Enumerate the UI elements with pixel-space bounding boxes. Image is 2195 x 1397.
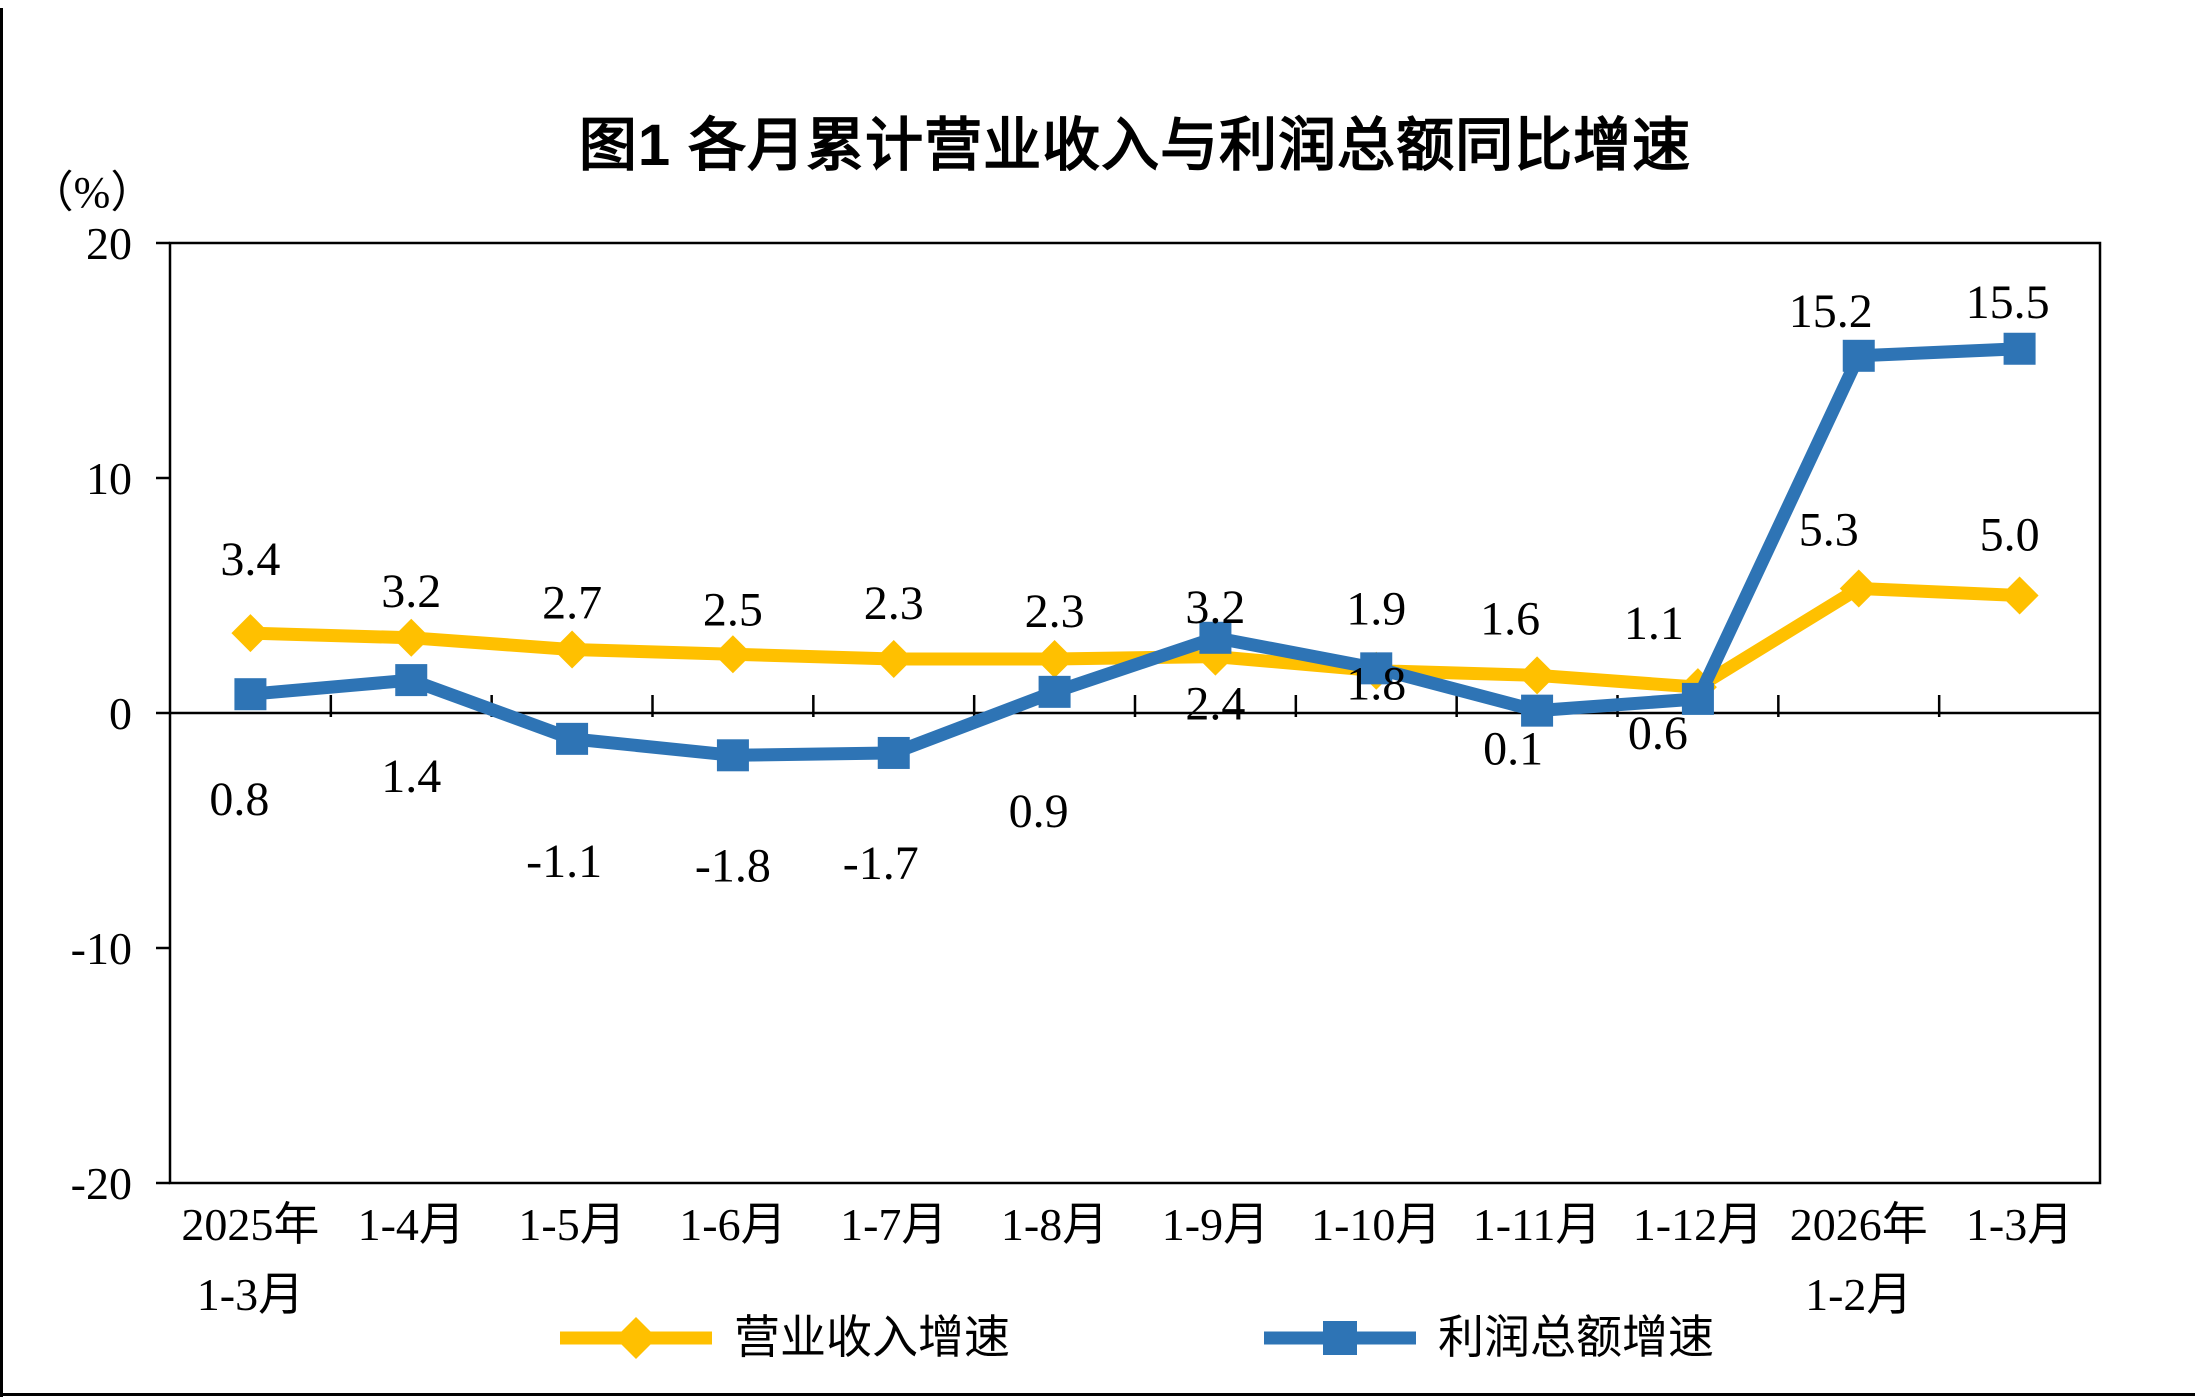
data-marker-square — [1038, 675, 1071, 708]
data-marker-square — [556, 722, 589, 755]
series-line-利润总额增速 — [243, 342, 2027, 762]
x-axis-category-label: 2025年 — [181, 1199, 319, 1250]
data-label: 3.2 — [1185, 581, 1245, 634]
data-marker-square — [1681, 682, 1714, 715]
data-label: 2.5 — [703, 583, 763, 636]
x-axis-category-label: 1-6月 — [679, 1199, 786, 1250]
x-axis-category-label: 1-3月 — [1966, 1199, 2073, 1250]
data-marker-square — [877, 736, 910, 769]
data-marker-square — [1521, 694, 1554, 727]
data-label: 2.4 — [1185, 678, 1245, 731]
page-border-bottom — [0, 1393, 2195, 1396]
legend-marker-profit-square-icon — [1264, 1321, 1416, 1355]
data-label: 0.6 — [1628, 707, 1688, 760]
data-label: -1.8 — [695, 839, 771, 892]
data-marker-diamond — [2000, 576, 2039, 615]
data-label: 1.6 — [1480, 592, 1540, 645]
y-axis-tick-label: -20 — [71, 1158, 132, 1209]
data-label: 1.1 — [1624, 597, 1684, 650]
y-axis-tick-label: 10 — [86, 453, 132, 504]
data-label: 1.9 — [1346, 582, 1406, 635]
x-axis-category-label: 1-9月 — [1162, 1199, 1269, 1250]
data-marker-square — [1199, 621, 1232, 654]
x-axis-category-label: 2026年 — [1790, 1199, 1928, 1250]
y-axis-tick-label: -10 — [71, 923, 132, 974]
data-marker-diamond — [1035, 639, 1074, 678]
data-marker-diamond — [713, 635, 752, 674]
legend-marker-revenue-diamond-icon — [560, 1317, 712, 1359]
data-marker-square — [716, 739, 749, 772]
data-marker-diamond — [392, 618, 431, 657]
data-marker-square — [234, 678, 267, 711]
data-label: 5.0 — [1980, 509, 2040, 562]
data-label: 0.1 — [1483, 723, 1543, 776]
legend-item-profit: 利润总额增速 — [1260, 1314, 1714, 1362]
data-label: -1.1 — [526, 835, 602, 888]
x-axis-category-label: 1-2月 — [1805, 1269, 1912, 1320]
chart-title: 图1 各月累计营业收入与利润总额同比增速 — [578, 113, 1692, 178]
data-marker-square — [395, 664, 428, 697]
x-axis-category-label: 1-3月 — [197, 1269, 304, 1320]
data-marker-diamond — [874, 639, 913, 678]
series-line-营业收入增速 — [243, 581, 2027, 694]
chart-legend: 营业收入增速 利润总额增速 — [170, 1306, 2100, 1370]
data-marker-diamond — [553, 630, 592, 669]
legend-label-profit: 利润总额增速 — [1438, 1312, 1714, 1363]
data-label: 2.3 — [1025, 585, 1085, 638]
data-label: 15.5 — [1966, 276, 2050, 329]
y-axis-tick-label: 0 — [109, 688, 132, 739]
x-axis-category-label: 1-5月 — [518, 1199, 625, 1250]
x-axis-category-label: 1-8月 — [1001, 1199, 1108, 1250]
data-marker-square — [1360, 652, 1393, 685]
y-axis-tick-label: 20 — [86, 218, 132, 269]
data-marker-square — [2003, 332, 2036, 365]
page-border-left — [0, 8, 3, 1397]
data-label: 0.9 — [1009, 785, 1069, 838]
data-label: 1.4 — [381, 750, 441, 803]
data-marker-diamond — [231, 614, 270, 653]
data-label: 5.3 — [1799, 503, 1859, 556]
data-label: 15.2 — [1789, 285, 1873, 338]
x-axis-category-label: 1-12月 — [1633, 1199, 1763, 1250]
x-axis-category-label: 1-10月 — [1311, 1199, 1441, 1250]
x-axis-category-label: 1-11月 — [1473, 1199, 1602, 1250]
data-label: 3.4 — [220, 533, 280, 586]
data-label: 0.8 — [209, 773, 269, 826]
data-label: 3.2 — [381, 565, 441, 618]
data-label: 2.7 — [542, 577, 602, 630]
data-label: 1.8 — [1346, 658, 1406, 711]
legend-label-revenue: 营业收入增速 — [734, 1312, 1010, 1363]
data-label: 2.3 — [864, 577, 924, 630]
legend-item-revenue: 营业收入增速 — [556, 1314, 1010, 1362]
data-marker-diamond — [1839, 569, 1878, 608]
data-label: -1.7 — [843, 837, 919, 890]
x-axis-category-label: 1-4月 — [358, 1199, 465, 1250]
data-marker-square — [1842, 339, 1875, 372]
x-axis-category-label: 1-7月 — [840, 1199, 947, 1250]
y-axis-unit-label: （%） — [30, 168, 155, 217]
data-marker-diamond — [1518, 656, 1557, 695]
